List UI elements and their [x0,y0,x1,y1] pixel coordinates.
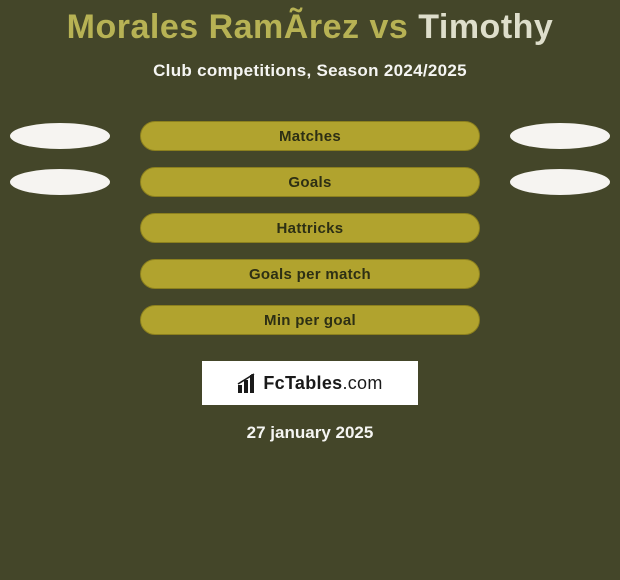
stat-rows: Matches Goals Hattricks Goals per match Min … [0,121,620,351]
stat-label: Goals per match [249,266,371,283]
logo-bold: FcTables [263,373,342,393]
player1-value-oval [10,123,110,149]
stat-label: Min per goal [264,312,356,329]
date-line: 27 january 2025 [0,423,620,443]
stat-row: Goals per match [0,259,620,305]
player2-name: Timothy [418,8,553,46]
stat-label: Goals [288,174,331,191]
stat-label: Matches [279,128,341,145]
stat-bar: Matches [140,121,480,151]
vs-separator: vs [360,8,419,46]
subtitle: Club competitions, Season 2024/2025 [0,61,620,81]
stat-row: Goals [0,167,620,213]
stat-bar: Hattricks [140,213,480,243]
player2-value-oval [510,123,610,149]
chart-bars-icon [237,373,259,393]
player2-value-oval [510,169,610,195]
player1-value-oval [10,169,110,195]
logo-box: FcTables.com [202,361,418,405]
player1-name: Morales RamÃ­rez [67,8,360,46]
logo-light: .com [342,373,382,393]
stat-bar: Goals per match [140,259,480,289]
stat-bar: Min per goal [140,305,480,335]
stat-bar: Goals [140,167,480,197]
stat-row: Hattricks [0,213,620,259]
stats-card: { "colors": { "background": "#444629", "… [0,0,620,580]
stat-label: Hattricks [277,220,344,237]
stat-row: Matches [0,121,620,167]
stat-row: Min per goal [0,305,620,351]
comparison-title: Morales RamÃ­rez vs Timothy [0,0,620,47]
logo: FcTables.com [237,373,382,394]
